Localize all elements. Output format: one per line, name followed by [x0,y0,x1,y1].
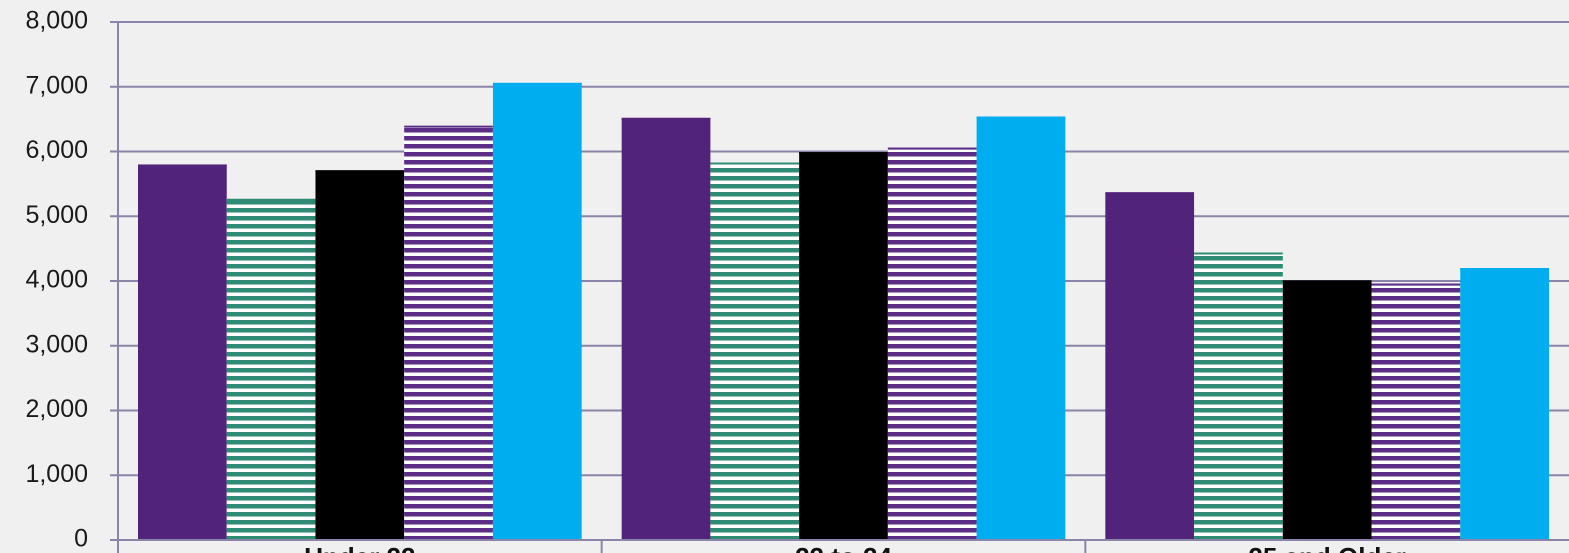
x-category-label: Under 22 [304,542,415,553]
bar-series1 [621,117,711,540]
bar-series5 [492,82,582,541]
x-category-label: 22 to 24 [795,542,892,553]
y-tick-label: 4,000 [25,266,88,294]
y-tick-label: 2,000 [25,395,88,423]
x-category-label: 25 and Older [1248,542,1406,553]
bar-series4 [404,125,493,540]
y-tick-label: 3,000 [25,330,88,358]
bar-series3 [315,170,405,540]
bar-series4 [1371,283,1461,540]
y-tick-label: 7,000 [25,71,88,99]
bar-series2 [226,198,316,540]
bar-series3 [1282,280,1372,540]
labels: 0 1,000 2,000 3,000 4,000 5,000 6,000 7,000 8,00… [25,7,1405,553]
bar-series2 [1194,252,1283,540]
axes [110,22,1569,553]
y-tick-label: 1,000 [25,460,88,488]
bar-series1 [1105,192,1195,541]
y-tick-label: 0 [74,525,88,553]
bar-series1 [138,164,227,540]
bar-series3 [799,152,888,540]
y-tick-label: 8,000 [25,7,88,35]
y-tick-label: 5,000 [25,201,88,229]
bar-series5 [976,116,1066,540]
bar-series4 [887,147,977,541]
bars [138,82,1549,541]
y-tick-label: 6,000 [25,136,88,164]
bar-series2 [710,162,800,540]
bar-series5 [1460,268,1549,540]
